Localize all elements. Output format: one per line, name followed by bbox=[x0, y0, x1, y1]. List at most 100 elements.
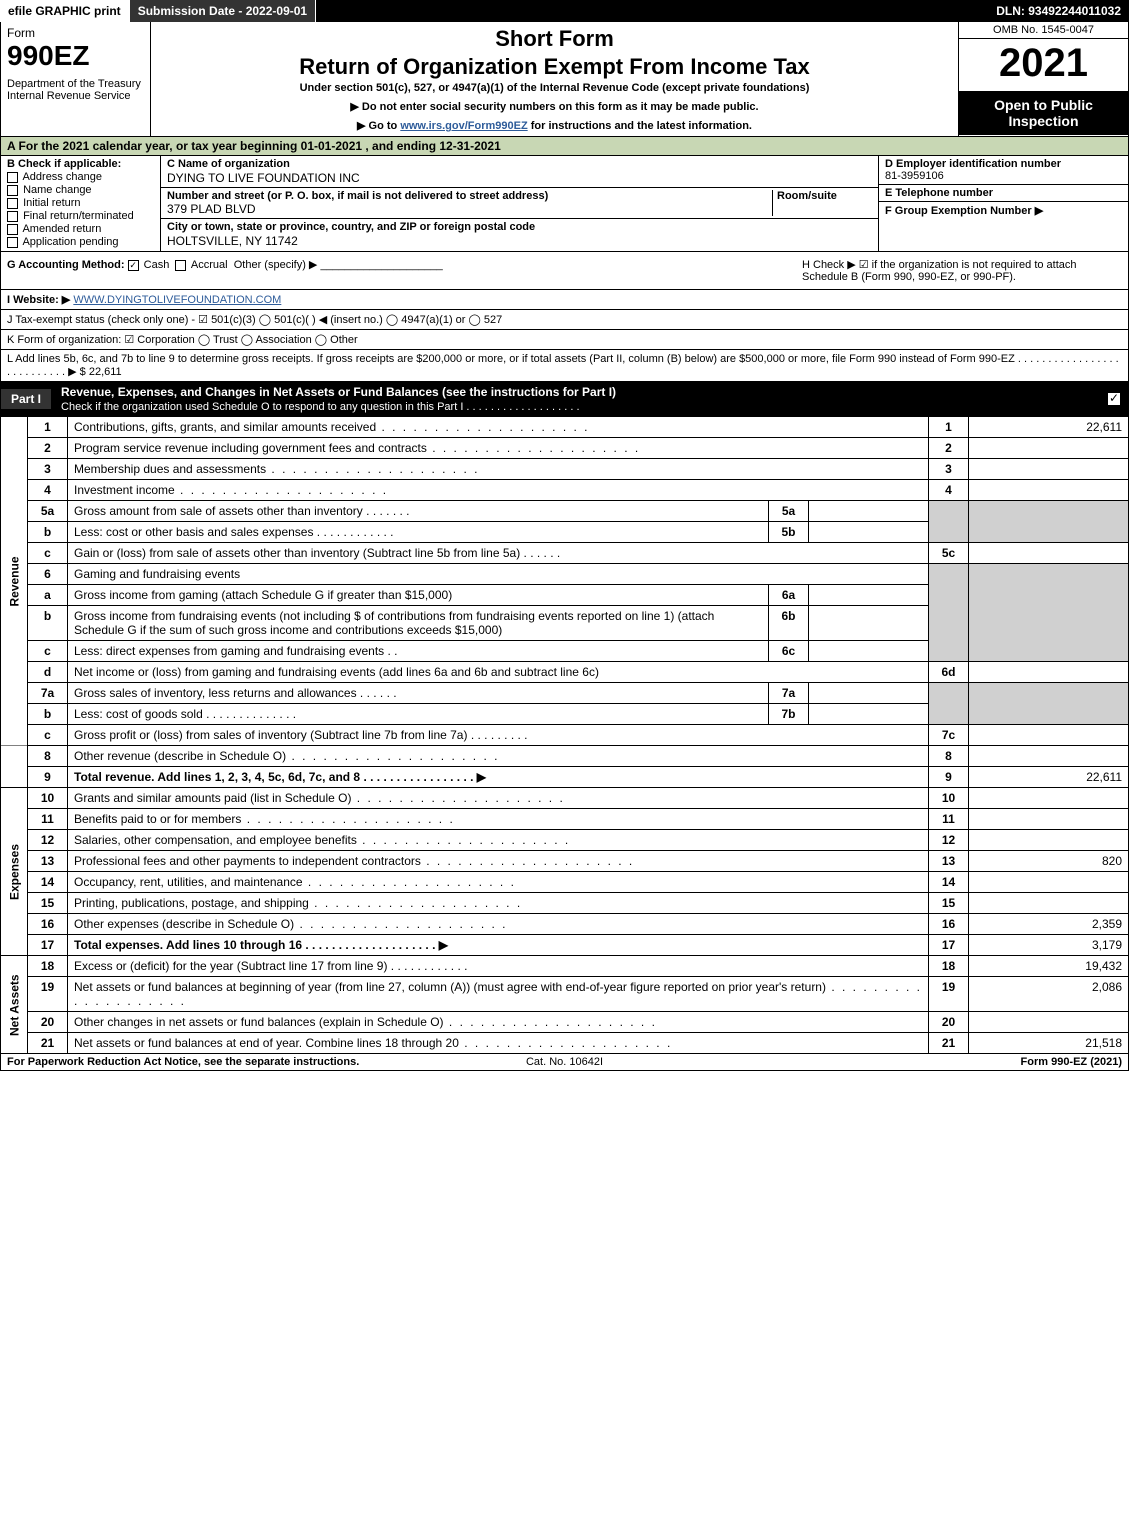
line-h: H Check ▶ ☑ if the organization is not r… bbox=[802, 258, 1122, 283]
city: HOLTSVILLE, NY 11742 bbox=[167, 234, 872, 248]
netassets-sidebar: Net Assets bbox=[1, 956, 28, 1054]
line-g: G Accounting Method: ✓ Cash Accrual Othe… bbox=[7, 258, 802, 283]
line-box: 3 bbox=[929, 459, 969, 480]
street-label: Number and street (or P. O. box, if mail… bbox=[167, 190, 548, 202]
sub-box: 6b bbox=[769, 606, 809, 641]
line-l: L Add lines 5b, 6c, and 7b to line 9 to … bbox=[0, 350, 1129, 382]
line-desc: Total expenses. Add lines 10 through 16 … bbox=[68, 935, 929, 956]
chk-address-change: Address change bbox=[7, 171, 154, 183]
line-val bbox=[969, 893, 1129, 914]
line-box: 19 bbox=[929, 977, 969, 1012]
part-i-header: Part I Revenue, Expenses, and Changes in… bbox=[0, 382, 1129, 417]
line-num: 14 bbox=[28, 872, 68, 893]
part-title-text: Revenue, Expenses, and Changes in Net As… bbox=[61, 385, 616, 399]
chk-application-pending: Application pending bbox=[7, 236, 154, 248]
box-b: B Check if applicable: Address change Na… bbox=[1, 156, 161, 251]
box-f: F Group Exemption Number ▶ bbox=[879, 202, 1128, 251]
form-word: Form bbox=[7, 26, 144, 40]
accrual-label: Accrual bbox=[191, 259, 228, 271]
chk-final-return: Final return/terminated bbox=[7, 210, 154, 222]
box-c: C Name of organization DYING TO LIVE FOU… bbox=[161, 156, 878, 251]
line-val bbox=[969, 662, 1129, 683]
line-desc: Gaming and fundraising events bbox=[68, 564, 929, 585]
ein-value: 81-3959106 bbox=[885, 170, 944, 182]
line-val bbox=[969, 725, 1129, 746]
line-num: 13 bbox=[28, 851, 68, 872]
line-num: 9 bbox=[28, 767, 68, 788]
line-box: 18 bbox=[929, 956, 969, 977]
shade bbox=[929, 683, 969, 725]
line-num: 21 bbox=[28, 1033, 68, 1054]
line-l-value: 22,611 bbox=[89, 366, 122, 378]
line-desc: Less: cost or other basis and sales expe… bbox=[68, 522, 769, 543]
sub-val bbox=[809, 522, 929, 543]
line-num: 3 bbox=[28, 459, 68, 480]
line-val bbox=[969, 1012, 1129, 1033]
shade bbox=[969, 683, 1129, 725]
line-num: 19 bbox=[28, 977, 68, 1012]
omb-number: OMB No. 1545-0047 bbox=[959, 22, 1128, 39]
line-gh: G Accounting Method: ✓ Cash Accrual Othe… bbox=[0, 252, 1129, 290]
line-desc: Gross profit or (loss) from sales of inv… bbox=[68, 725, 929, 746]
header-right: OMB No. 1545-0047 2021 Open to Public In… bbox=[958, 22, 1128, 136]
line-desc: Other revenue (describe in Schedule O) bbox=[68, 746, 929, 767]
form-title: Return of Organization Exempt From Incom… bbox=[157, 54, 952, 80]
line-val: 3,179 bbox=[969, 935, 1129, 956]
line-desc: Net assets or fund balances at beginning… bbox=[68, 977, 929, 1012]
line-num: c bbox=[28, 641, 68, 662]
line-desc: Occupancy, rent, utilities, and maintena… bbox=[68, 872, 929, 893]
line-val: 22,611 bbox=[969, 767, 1129, 788]
line-desc: Program service revenue including govern… bbox=[68, 438, 929, 459]
chk-accrual bbox=[175, 260, 186, 271]
chk-amended-return: Amended return bbox=[7, 223, 154, 235]
chk-label: Amended return bbox=[22, 223, 101, 235]
line-num: 15 bbox=[28, 893, 68, 914]
line-l-text: L Add lines 5b, 6c, and 7b to line 9 to … bbox=[7, 353, 1119, 378]
line-box: 2 bbox=[929, 438, 969, 459]
line-num: b bbox=[28, 606, 68, 641]
footer-right: Form 990-EZ (2021) bbox=[750, 1056, 1122, 1068]
line-num: 7a bbox=[28, 683, 68, 704]
line-val bbox=[969, 543, 1129, 564]
spacer bbox=[316, 0, 988, 22]
website-label: I Website: ▶ bbox=[7, 294, 70, 306]
schedule-o-check: ✓ bbox=[1108, 393, 1120, 405]
irs-link[interactable]: www.irs.gov/Form990EZ bbox=[400, 120, 527, 132]
chk-label: Final return/terminated bbox=[23, 210, 134, 222]
city-row: City or town, state or province, country… bbox=[161, 219, 878, 250]
line-box: 12 bbox=[929, 830, 969, 851]
line-box: 4 bbox=[929, 480, 969, 501]
line-num: 16 bbox=[28, 914, 68, 935]
line-desc: Other expenses (describe in Schedule O) bbox=[68, 914, 929, 935]
part-title: Revenue, Expenses, and Changes in Net As… bbox=[61, 382, 1100, 416]
g-label: G Accounting Method: bbox=[7, 259, 125, 271]
line-num: b bbox=[28, 704, 68, 725]
city-label: City or town, state or province, country… bbox=[167, 221, 872, 233]
line-desc: Gain or (loss) from sale of assets other… bbox=[68, 543, 929, 564]
shade bbox=[969, 501, 1129, 543]
phone-label: E Telephone number bbox=[885, 187, 993, 199]
line-num: d bbox=[28, 662, 68, 683]
tax-year: 2021 bbox=[959, 39, 1128, 91]
open-to-public: Open to Public Inspection bbox=[959, 91, 1128, 135]
line-val bbox=[969, 830, 1129, 851]
instr-1: ▶ Do not enter social security numbers o… bbox=[157, 100, 952, 113]
instr-2-post: for instructions and the latest informat… bbox=[528, 120, 752, 132]
chk-label: Address change bbox=[22, 171, 102, 183]
line-val bbox=[969, 788, 1129, 809]
line-val: 22,611 bbox=[969, 417, 1129, 438]
form-header: Form 990EZ Department of the Treasury In… bbox=[0, 22, 1129, 137]
sub-val bbox=[809, 704, 929, 725]
line-desc: Other changes in net assets or fund bala… bbox=[68, 1012, 929, 1033]
revenue-sidebar: Revenue bbox=[1, 417, 28, 746]
website-link[interactable]: WWW.DYINGTOLIVEFOUNDATION.COM bbox=[73, 294, 281, 306]
chk-label: Name change bbox=[23, 184, 92, 196]
sub-box: 7b bbox=[769, 704, 809, 725]
line-desc: Membership dues and assessments bbox=[68, 459, 929, 480]
shade bbox=[929, 501, 969, 543]
line-i: I Website: ▶ WWW.DYINGTOLIVEFOUNDATION.C… bbox=[0, 290, 1129, 310]
line-val: 2,086 bbox=[969, 977, 1129, 1012]
line-num: 18 bbox=[28, 956, 68, 977]
top-bar: efile GRAPHIC print Submission Date - 20… bbox=[0, 0, 1129, 22]
line-desc: Excess or (deficit) for the year (Subtra… bbox=[68, 956, 929, 977]
